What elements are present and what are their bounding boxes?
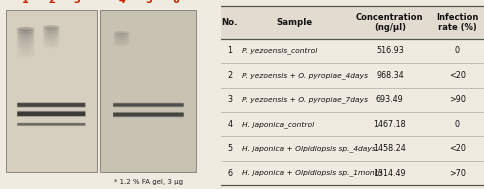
FancyBboxPatch shape [17,111,85,117]
Text: No.: No. [221,18,238,27]
Text: 968.34: 968.34 [375,71,403,80]
Ellipse shape [17,39,34,44]
Text: P. yezoensis + O. pyropiae_7days: P. yezoensis + O. pyropiae_7days [242,96,367,103]
Ellipse shape [113,34,129,38]
Ellipse shape [43,40,60,44]
Text: 5: 5 [145,0,151,5]
Ellipse shape [17,46,34,51]
Bar [220,6,484,39]
Ellipse shape [113,31,129,35]
Text: H. japonica_control: H. japonica_control [242,121,314,128]
Ellipse shape [43,27,60,32]
Bar [100,10,196,172]
FancyBboxPatch shape [113,113,183,116]
FancyBboxPatch shape [17,102,85,108]
Text: 1: 1 [227,46,232,55]
Ellipse shape [43,29,60,34]
Ellipse shape [113,36,129,40]
Text: 0: 0 [454,46,459,55]
Ellipse shape [17,27,34,32]
Text: P. yezoensis_control: P. yezoensis_control [242,47,317,54]
Text: 5: 5 [227,144,232,153]
Text: Concentration
(ng/μl): Concentration (ng/μl) [355,12,423,32]
Text: Sample: Sample [276,18,312,27]
Text: 0: 0 [454,120,459,129]
Text: * 1.2 % FA gel, 3 μg: * 1.2 % FA gel, 3 μg [114,179,182,185]
Ellipse shape [113,33,129,37]
Text: <20: <20 [448,144,465,153]
Text: 516.93: 516.93 [375,46,403,55]
Text: H. japonica + Olpidiopsis sp._4days: H. japonica + Olpidiopsis sp._4days [242,145,375,152]
Text: P. yezoensis + O. pyropiae_4days: P. yezoensis + O. pyropiae_4days [242,72,367,79]
Bar [5,10,97,172]
Text: 2: 2 [227,71,232,80]
Text: H. japonica + Olpidiopsis sp._1month: H. japonica + Olpidiopsis sp._1month [242,170,381,177]
FancyBboxPatch shape [17,123,85,125]
FancyBboxPatch shape [113,103,183,107]
Ellipse shape [17,44,34,49]
Ellipse shape [17,41,34,46]
Ellipse shape [17,36,34,41]
Text: Infection
rate (%): Infection rate (%) [435,12,477,32]
FancyBboxPatch shape [17,112,85,116]
Ellipse shape [17,32,34,36]
Text: 6: 6 [171,0,178,5]
Text: 1314.49: 1314.49 [373,169,405,177]
Text: 3: 3 [227,95,232,104]
Ellipse shape [17,29,34,34]
FancyBboxPatch shape [113,103,183,107]
Text: 2: 2 [48,0,55,5]
Ellipse shape [43,36,60,40]
Ellipse shape [43,38,60,42]
Ellipse shape [43,25,60,29]
Text: <20: <20 [448,71,465,80]
Text: 1458.24: 1458.24 [373,144,406,153]
Text: 3: 3 [74,0,80,5]
Ellipse shape [43,34,60,38]
Text: 6: 6 [227,169,232,177]
Text: 693.49: 693.49 [375,95,403,104]
Ellipse shape [113,37,129,42]
FancyBboxPatch shape [113,112,183,117]
Text: 1467.18: 1467.18 [373,120,405,129]
Ellipse shape [17,34,34,39]
FancyBboxPatch shape [17,123,85,126]
Text: 4: 4 [118,0,125,5]
Ellipse shape [113,39,129,43]
FancyBboxPatch shape [17,103,85,107]
Text: >70: >70 [448,169,465,177]
Ellipse shape [43,32,60,36]
Text: >90: >90 [448,95,465,104]
Text: 1: 1 [22,0,29,5]
Text: 4: 4 [227,120,232,129]
